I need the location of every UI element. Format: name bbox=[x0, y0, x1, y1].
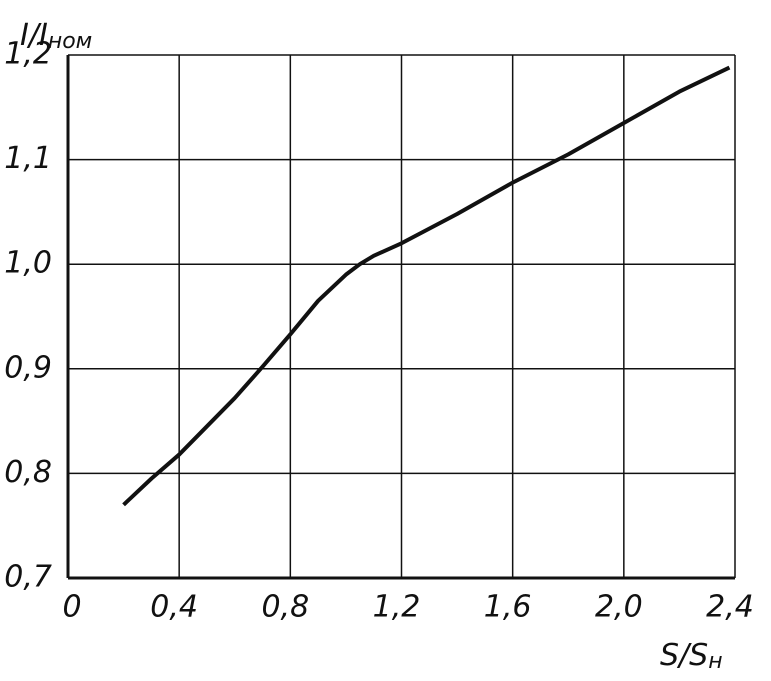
x-tick-label: 2,0 bbox=[595, 590, 643, 625]
x-tick-label: 0,4 bbox=[150, 590, 198, 625]
data-line bbox=[122, 65, 731, 507]
x-axis-label: S/Sн bbox=[660, 638, 723, 675]
x-tick-label: 0 bbox=[62, 590, 81, 625]
x-tick-label: 1,2 bbox=[373, 590, 421, 625]
y-tick-label: 0,9 bbox=[4, 350, 52, 385]
y-tick-label: 0,8 bbox=[4, 455, 52, 490]
x-tick-label: 1,6 bbox=[484, 590, 532, 625]
x-tick-label: 0,8 bbox=[261, 590, 309, 625]
y-tick-label: 0,7 bbox=[4, 560, 52, 595]
y-tick-label: 1,1 bbox=[4, 141, 52, 176]
y-tick-label: 1,0 bbox=[4, 246, 52, 281]
y-tick-label: 1,2 bbox=[4, 37, 52, 72]
x-tick-label: 2,4 bbox=[706, 590, 754, 625]
y-axis-label: I/Iном bbox=[20, 18, 92, 55]
